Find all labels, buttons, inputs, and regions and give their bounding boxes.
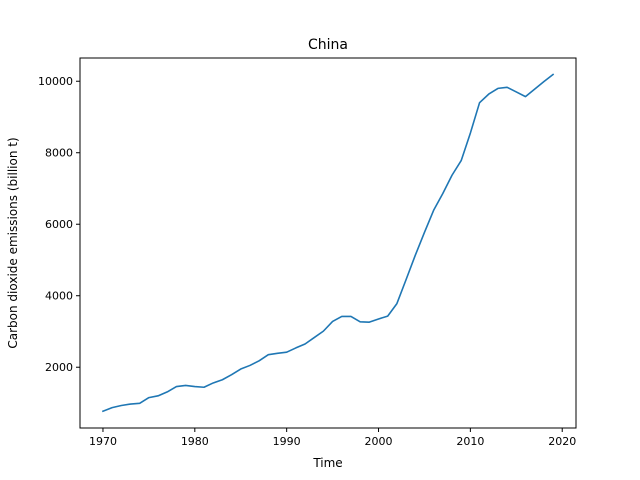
x-tick-label: 2000 <box>365 435 393 448</box>
y-tick-label: 2000 <box>45 361 73 374</box>
y-tick-label: 6000 <box>45 218 73 231</box>
x-tick-label: 2010 <box>456 435 484 448</box>
y-tick-label: 10000 <box>38 75 73 88</box>
series-line <box>101 73 555 413</box>
x-tick-label: 1970 <box>89 435 117 448</box>
x-tick-label: 2020 <box>548 435 576 448</box>
chart-title: China <box>308 37 348 53</box>
y-tick-label: 4000 <box>45 290 73 303</box>
y-axis-label: Carbon dioxide emissions (billion t) <box>6 137 20 348</box>
x-tick-label: 1980 <box>181 435 209 448</box>
x-axis-label: Time <box>312 456 342 470</box>
x-tick-label: 1990 <box>273 435 301 448</box>
y-tick-label: 8000 <box>45 147 73 160</box>
plot-area-frame <box>79 57 577 429</box>
